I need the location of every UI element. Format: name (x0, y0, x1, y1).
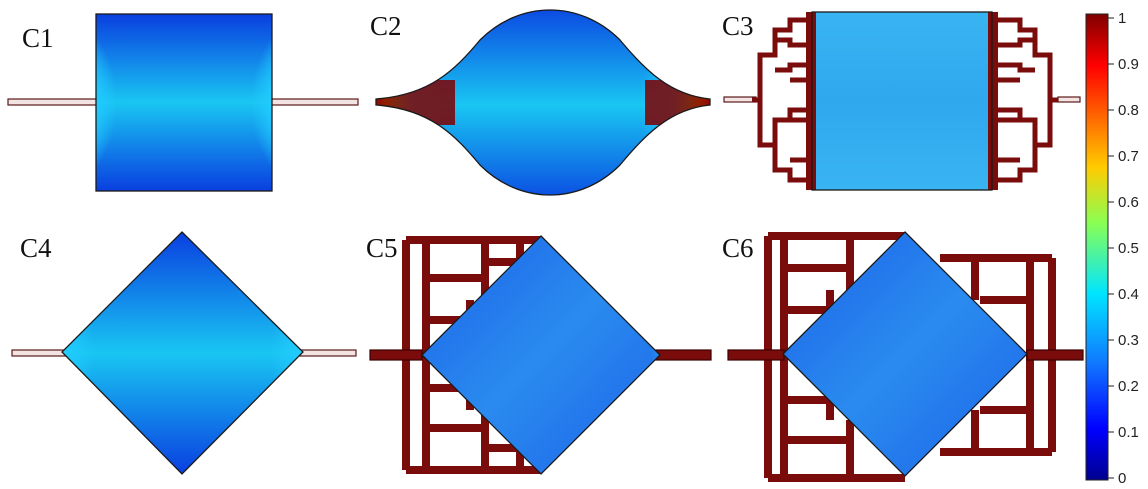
panel-label-c5: C5 (366, 233, 398, 263)
panel-label-c3: C3 (722, 11, 754, 41)
right-electrode-lead (1057, 96, 1081, 103)
colorbar-tick-label: 0.6 (1118, 194, 1139, 211)
right-electrode-lead (267, 98, 359, 106)
colorbar-tick-label: 1 (1118, 10, 1126, 27)
panel-c3 (723, 11, 1081, 191)
colorbar-tick-label: 0.5 (1118, 240, 1139, 257)
colorbar-tick-label: 0.7 (1118, 148, 1139, 165)
panel-label-c6: C6 (722, 233, 754, 263)
panel-label-c1: C1 (22, 23, 54, 53)
colorbar-tick-label: 0.4 (1118, 286, 1139, 303)
colorbar-tick-label: 0.9 (1118, 56, 1139, 73)
colorbar-tick-label: 0.1 (1118, 424, 1139, 441)
colorbar-tick-label: 0.2 (1118, 378, 1139, 395)
right-electrode-lead (299, 349, 357, 357)
panel-label-c2: C2 (370, 11, 402, 41)
panel-c6 (727, 231, 1084, 482)
panel-c1 (7, 13, 359, 192)
colorbar-tick-label: 0.3 (1118, 332, 1139, 349)
colorbar-tick-label: 0.8 (1118, 102, 1139, 119)
left-electrode-lead (7, 98, 101, 106)
colorbar-scale (1085, 13, 1109, 481)
colorbar: 1 0.9 0.8 0.7 0.6 0.5 0.4 0.3 0.2 0.1 0 (1085, 10, 1139, 487)
panel-label-c4: C4 (20, 233, 52, 263)
left-electrode-lead (723, 96, 757, 103)
colorbar-tick-label: 0 (1118, 470, 1126, 487)
left-fractal-electrode (752, 17, 812, 183)
panel-c4 (11, 231, 357, 475)
right-fractal-electrode (992, 17, 1058, 183)
left-electrode-lead (11, 349, 67, 357)
panel-c5 (369, 235, 712, 475)
